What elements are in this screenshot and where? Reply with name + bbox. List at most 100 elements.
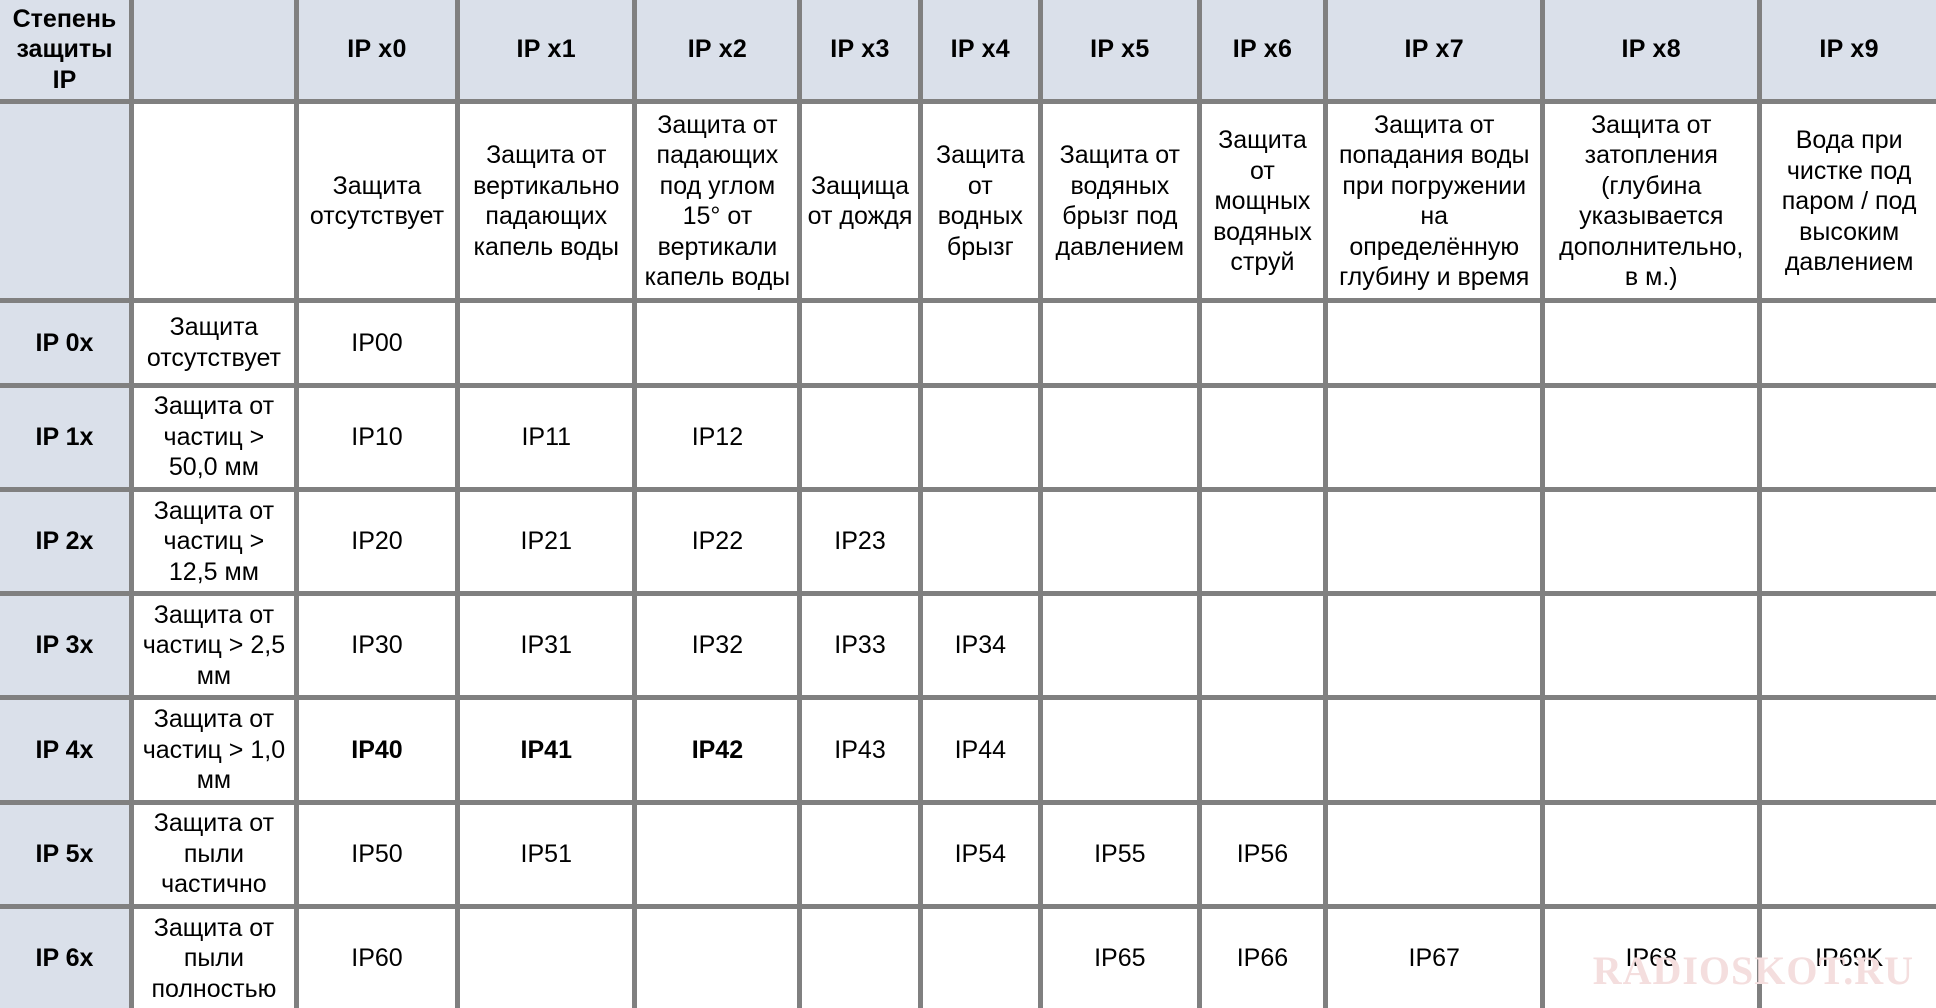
row-header-3x: IP 3x xyxy=(0,596,134,701)
ip-code-cell: IP11 xyxy=(460,387,638,492)
ip-code-cell xyxy=(802,804,923,909)
dust-description-6x: Защита от пыли полностью xyxy=(133,908,299,1008)
ip-code-cell: IP56 xyxy=(1201,804,1329,909)
water-description-x2: Защита от падающих под углом 15° от верт… xyxy=(637,104,803,304)
table-row: IP 0x Защита отсутствует IP00 xyxy=(0,303,1936,388)
table-row: IP 3x Защита от частиц > 2,5 мм IP30 IP31 IP… xyxy=(0,596,1936,701)
column-header-x3: IP x3 xyxy=(802,0,923,105)
ip-code-cell xyxy=(1545,596,1763,701)
column-header-row: Степень защиты IP IP x0 IP x1 IP x2 IP x3 IP … xyxy=(0,0,1936,105)
ip-code-cell xyxy=(1042,387,1202,492)
ip-code-cell: IP69K xyxy=(1762,908,1936,1008)
ip-code-cell: IP66 xyxy=(1201,908,1329,1008)
ip-code-cell: IP43 xyxy=(802,700,923,805)
ip-code-cell xyxy=(1545,804,1763,909)
ip-code-cell xyxy=(1762,303,1936,388)
water-description-x5: Защита от водяных брызг под давлением xyxy=(1042,104,1202,304)
water-desc-dust-blank xyxy=(133,104,299,304)
row-header-0x: IP 0x xyxy=(0,303,134,388)
ip-code-cell xyxy=(1545,303,1763,388)
corner-title-cell: Степень защиты IP xyxy=(0,0,134,105)
ip-code-cell xyxy=(1201,491,1329,597)
ip-code-cell xyxy=(637,908,803,1008)
corner-blank-cell xyxy=(133,0,299,105)
row-header-1x: IP 1x xyxy=(0,387,134,492)
ip-code-cell xyxy=(1762,804,1936,909)
water-description-x1: Защита от вертикально падающих капель во… xyxy=(460,104,638,304)
dust-description-1x: Защита от частиц > 50,0 мм xyxy=(133,387,299,492)
ip-code-cell xyxy=(1042,303,1202,388)
ip-code-cell: IP40 xyxy=(298,700,461,805)
column-header-x8: IP x8 xyxy=(1545,0,1763,105)
ip-code-cell xyxy=(922,387,1043,492)
ip-code-cell xyxy=(1201,387,1329,492)
ip-code-cell: IP33 xyxy=(802,596,923,701)
column-header-x0: IP x0 xyxy=(298,0,461,105)
ip-code-cell xyxy=(922,303,1043,388)
ip-code-cell: IP22 xyxy=(637,491,803,597)
ip-code-cell xyxy=(1328,700,1546,805)
dust-description-4x: Защита от частиц > 1,0 мм xyxy=(133,700,299,805)
ip-code-cell: IP23 xyxy=(802,491,923,597)
ip-code-cell xyxy=(637,303,803,388)
ip-code-cell: IP10 xyxy=(298,387,461,492)
dust-description-2x: Защита от частиц > 12,5 мм xyxy=(133,491,299,597)
ip-code-cell: IP51 xyxy=(460,804,638,909)
ip-code-cell xyxy=(802,303,923,388)
ip-code-cell: IP41 xyxy=(460,700,638,805)
ip-code-cell xyxy=(802,908,923,1008)
ip-code-cell: IP50 xyxy=(298,804,461,909)
ip-code-cell: IP42 xyxy=(637,700,803,805)
water-description-x7: Защита от попадания воды при погружении … xyxy=(1328,104,1546,304)
table-row: IP 6x Защита от пыли полностью IP60 IP65 IP6… xyxy=(0,908,1936,1008)
column-header-x7: IP x7 xyxy=(1328,0,1546,105)
column-header-x6: IP x6 xyxy=(1201,0,1329,105)
water-description-x9: Вода при чистке под паром / под высоким … xyxy=(1762,104,1936,304)
ip-code-cell xyxy=(1328,387,1546,492)
column-header-x4: IP x4 xyxy=(922,0,1043,105)
ip-code-cell: IP30 xyxy=(298,596,461,701)
table-row: IP 2x Защита от частиц > 12,5 мм IP20 IP21 I… xyxy=(0,491,1936,597)
ip-code-cell xyxy=(1762,700,1936,805)
ip-code-cell: IP31 xyxy=(460,596,638,701)
water-description-row: Защита отсутствует Защита от вертикально … xyxy=(0,104,1936,304)
water-description-x6: Защита от мощных водяных струй xyxy=(1201,104,1329,304)
water-description-x3: Защища от дождя xyxy=(802,104,923,304)
ip-code-cell xyxy=(1042,700,1202,805)
column-header-x5: IP x5 xyxy=(1042,0,1202,105)
ip-code-cell xyxy=(1328,303,1546,388)
ip-code-cell xyxy=(1042,491,1202,597)
ip-code-cell: IP65 xyxy=(1042,908,1202,1008)
ip-code-cell xyxy=(1201,700,1329,805)
column-header-x9: IP x9 xyxy=(1762,0,1936,105)
ip-code-cell xyxy=(1762,491,1936,597)
ip-code-cell: IP12 xyxy=(637,387,803,492)
ip-code-cell: IP67 xyxy=(1328,908,1546,1008)
ip-code-cell: IP21 xyxy=(460,491,638,597)
row-header-5x: IP 5x xyxy=(0,804,134,909)
table-row: IP 5x Защита от пыли частично IP50 IP51 IP54… xyxy=(0,804,1936,909)
ip-code-cell: IP00 xyxy=(298,303,461,388)
ip-code-cell xyxy=(1328,596,1546,701)
dust-description-5x: Защита от пыли частично xyxy=(133,804,299,909)
dust-description-3x: Защита от частиц > 2,5 мм xyxy=(133,596,299,701)
ip-code-cell xyxy=(460,908,638,1008)
table-row: IP 1x Защита от частиц > 50,0 мм IP10 IP11 I… xyxy=(0,387,1936,492)
ip-code-cell xyxy=(1545,700,1763,805)
ip-code-cell: IP20 xyxy=(298,491,461,597)
water-description-x0: Защита отсутствует xyxy=(298,104,461,304)
ip-code-cell xyxy=(637,804,803,909)
water-description-x8: Защита от затопления (глубина указываетс… xyxy=(1545,104,1763,304)
column-header-x1: IP x1 xyxy=(460,0,638,105)
column-header-x2: IP x2 xyxy=(637,0,803,105)
dust-description-0x: Защита отсутствует xyxy=(133,303,299,388)
ip-code-cell xyxy=(1201,303,1329,388)
ip-code-cell: IP34 xyxy=(922,596,1043,701)
ip-code-cell xyxy=(460,303,638,388)
ip-code-cell xyxy=(922,491,1043,597)
ip-code-cell xyxy=(1762,596,1936,701)
water-description-x4: Защита от водных брызг xyxy=(922,104,1043,304)
ip-code-cell xyxy=(1328,804,1546,909)
ip-code-cell xyxy=(1762,387,1936,492)
